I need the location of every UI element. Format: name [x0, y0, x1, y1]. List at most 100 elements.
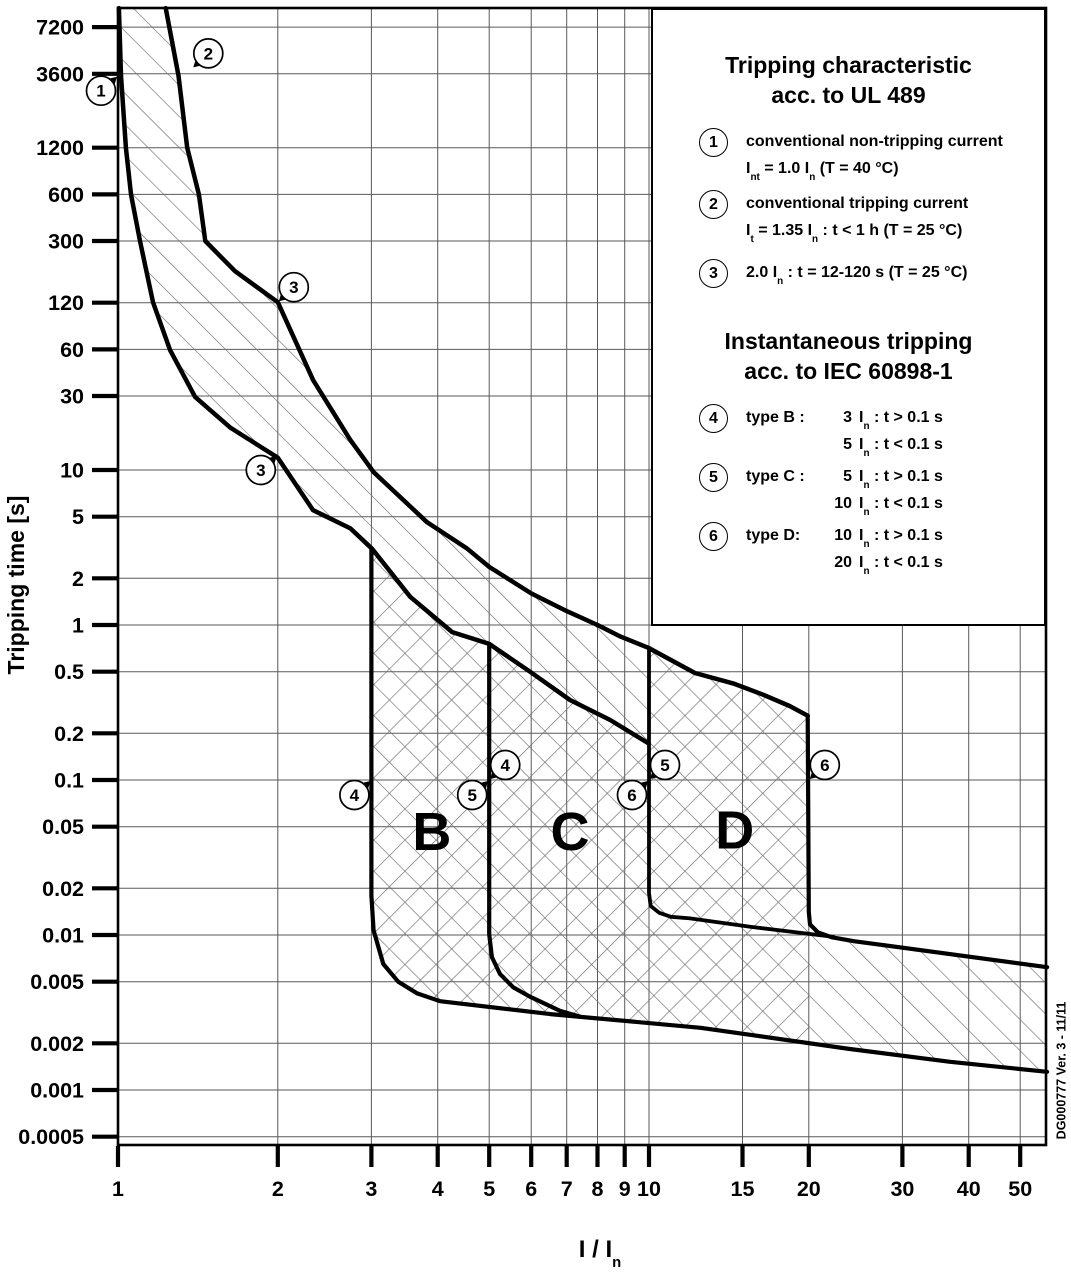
region-label-C: C — [551, 802, 590, 862]
y-tick-label: 0.01 — [42, 924, 84, 948]
callout-circle-5 — [649, 749, 681, 781]
x-tick-label: 40 — [957, 1177, 981, 1201]
callout-number: 6 — [627, 786, 636, 805]
callout-circle-3 — [245, 454, 277, 486]
legend-item-text: type D: 10 In : t > 0.1 s 20 In : t < 0.1 s — [746, 527, 943, 577]
x-tick-label: 3 — [365, 1177, 377, 1201]
callout-circle-1 — [85, 75, 117, 107]
x-tick-label: 15 — [731, 1177, 755, 1201]
legend-circle-4: 4 — [699, 404, 728, 433]
x-tick-label: 7 — [561, 1177, 573, 1201]
callout-number: 1 — [96, 82, 105, 101]
y-tick-label: 0.05 — [42, 815, 84, 839]
callout-number: 2 — [204, 44, 213, 63]
axis-ticks — [92, 25, 1023, 1167]
x-axis-title: I / In — [578, 1236, 622, 1271]
legend-item-text: 2.0 In : t = 12-120 s (T = 25 °C) — [746, 264, 968, 287]
curve-boundary_3In_type_B — [369, 546, 1050, 1074]
legend-item-text: type C :5 In : t > 0.1 s 10 In : t < 0.1 s — [746, 468, 943, 518]
characteristic-curves — [116, 5, 1050, 1074]
legend-title-line2: acc. to UL 489 — [771, 82, 926, 108]
legend-title-iec: Instantaneous tripping acc. to IEC 60898… — [653, 326, 1044, 386]
y-tick-label: 120 — [48, 291, 84, 315]
y-tick-label: 3600 — [36, 62, 84, 86]
callout-number: 6 — [820, 756, 829, 775]
y-tick-label: 300 — [48, 230, 84, 254]
callout-number: 4 — [350, 786, 360, 805]
y-tick-label: 0.0005 — [18, 1125, 84, 1149]
legend-title-line2: acc. to IEC 60898-1 — [744, 358, 953, 384]
y-tick-label: 0.2 — [54, 722, 84, 746]
x-tick-label: 1 — [112, 1177, 124, 1201]
y-tick-label: 60 — [60, 338, 84, 362]
callout-number: 4 — [500, 756, 510, 775]
legend-item-6: 6 type D: 10 In : t > 0.1 s 20 In : t < 0.1 s — [699, 522, 943, 576]
y-tick-label: 0.1 — [54, 769, 84, 793]
legend-item-2: 2 conventional tripping current It = 1.35 … — [699, 190, 968, 244]
legend-item-4: 4 type B :3 In : t > 0.1 s 5 In : t < 0.1 s — [699, 404, 943, 458]
legend-item-text: conventional non-tripping current Int = 1… — [746, 133, 1003, 183]
callout-circle-5 — [456, 779, 488, 811]
callout-number: 5 — [467, 786, 476, 805]
y-tick-label: 0.02 — [42, 877, 84, 901]
legend-item-text: conventional tripping current It = 1.35 I… — [746, 195, 969, 245]
x-tick-label: 8 — [592, 1177, 604, 1201]
callout-circle-3 — [278, 271, 310, 303]
region-label-D: D — [715, 800, 754, 860]
legend-circle-6: 6 — [699, 522, 728, 551]
legend-panel: Tripping characteristic acc. to UL 489 1… — [651, 8, 1046, 626]
y-tick-label: 5 — [72, 505, 84, 529]
y-tick-label: 0.001 — [30, 1079, 84, 1103]
callout-circle-6 — [616, 779, 648, 811]
y-tick-label: 7200 — [36, 16, 84, 40]
y-tick-label: 600 — [48, 183, 84, 207]
y-tick-label: 1200 — [36, 136, 84, 160]
callout-circle-2 — [192, 38, 224, 69]
x-tick-label: 10 — [637, 1177, 661, 1201]
legend-item-3: 3 2.0 In : t = 12-120 s (T = 25 °C) — [699, 259, 967, 288]
y-tick-label: 0.002 — [30, 1032, 84, 1056]
region-label-B: B — [412, 802, 451, 862]
y-tick-label: 2 — [72, 567, 84, 591]
callout-number: 3 — [256, 461, 265, 480]
x-tick-label: 5 — [483, 1177, 495, 1201]
curve-ul489_upper_limit — [163, 5, 810, 718]
x-tick-label: 50 — [1008, 1177, 1032, 1201]
legend-item-text: type B :3 In : t > 0.1 s 5 In : t < 0.1 s — [746, 409, 943, 459]
document-reference: DG000777 Ver. 3 - 11/11 — [1054, 1001, 1069, 1140]
x-tick-label: 2 — [272, 1177, 284, 1201]
legend-circle-5: 5 — [699, 463, 728, 492]
curve-boundary_20In_type_D — [805, 713, 1050, 970]
legend-title-line1: Instantaneous tripping — [724, 328, 973, 354]
callout-number: 5 — [660, 756, 669, 775]
y-axis-title: Tripping time [s] — [3, 495, 29, 675]
x-tick-label: 6 — [525, 1177, 537, 1201]
callout-circle-6 — [809, 749, 841, 781]
legend-circle-3: 3 — [699, 259, 728, 288]
legend-item-1: 1 conventional non-tripping current Int = … — [699, 128, 1003, 182]
callout-markers: 1 2 3 3 4 4 5 5 6 6 — [85, 38, 841, 811]
callout-number: 3 — [289, 278, 298, 297]
y-tick-label: 30 — [60, 385, 84, 409]
y-tick-label: 10 — [60, 459, 84, 483]
plot-frame — [116, 6, 1048, 1147]
y-tick-label: 1 — [72, 614, 84, 638]
axis-tick-labels: 1 2 3 4 5 6 7 8 9 10 15 20 30 40 507200360012006003001… — [18, 16, 1032, 1201]
curve-boundary_5In_type_B_C — [487, 641, 583, 1019]
frame — [116, 6, 1048, 1147]
curve-ul489_lower_limit — [116, 5, 651, 746]
legend-circle-1: 1 — [699, 128, 728, 157]
legend-item-5: 5 type C :5 In : t > 0.1 s 10 In : t < 0.1 s — [699, 463, 943, 517]
x-tick-label: 20 — [797, 1177, 821, 1201]
legend-title-line1: Tripping characteristic — [725, 52, 972, 78]
legend-circle-2: 2 — [699, 190, 728, 219]
x-tick-label: 30 — [890, 1177, 914, 1201]
legend-title-ul489: Tripping characteristic acc. to UL 489 — [653, 50, 1044, 110]
x-tick-label: 9 — [619, 1177, 631, 1201]
region-labels: B C D — [412, 800, 754, 861]
x-tick-label: 4 — [432, 1177, 444, 1201]
callout-circle-4 — [489, 749, 521, 781]
callout-circle-4 — [339, 779, 370, 811]
y-tick-label: 0.5 — [54, 660, 84, 684]
